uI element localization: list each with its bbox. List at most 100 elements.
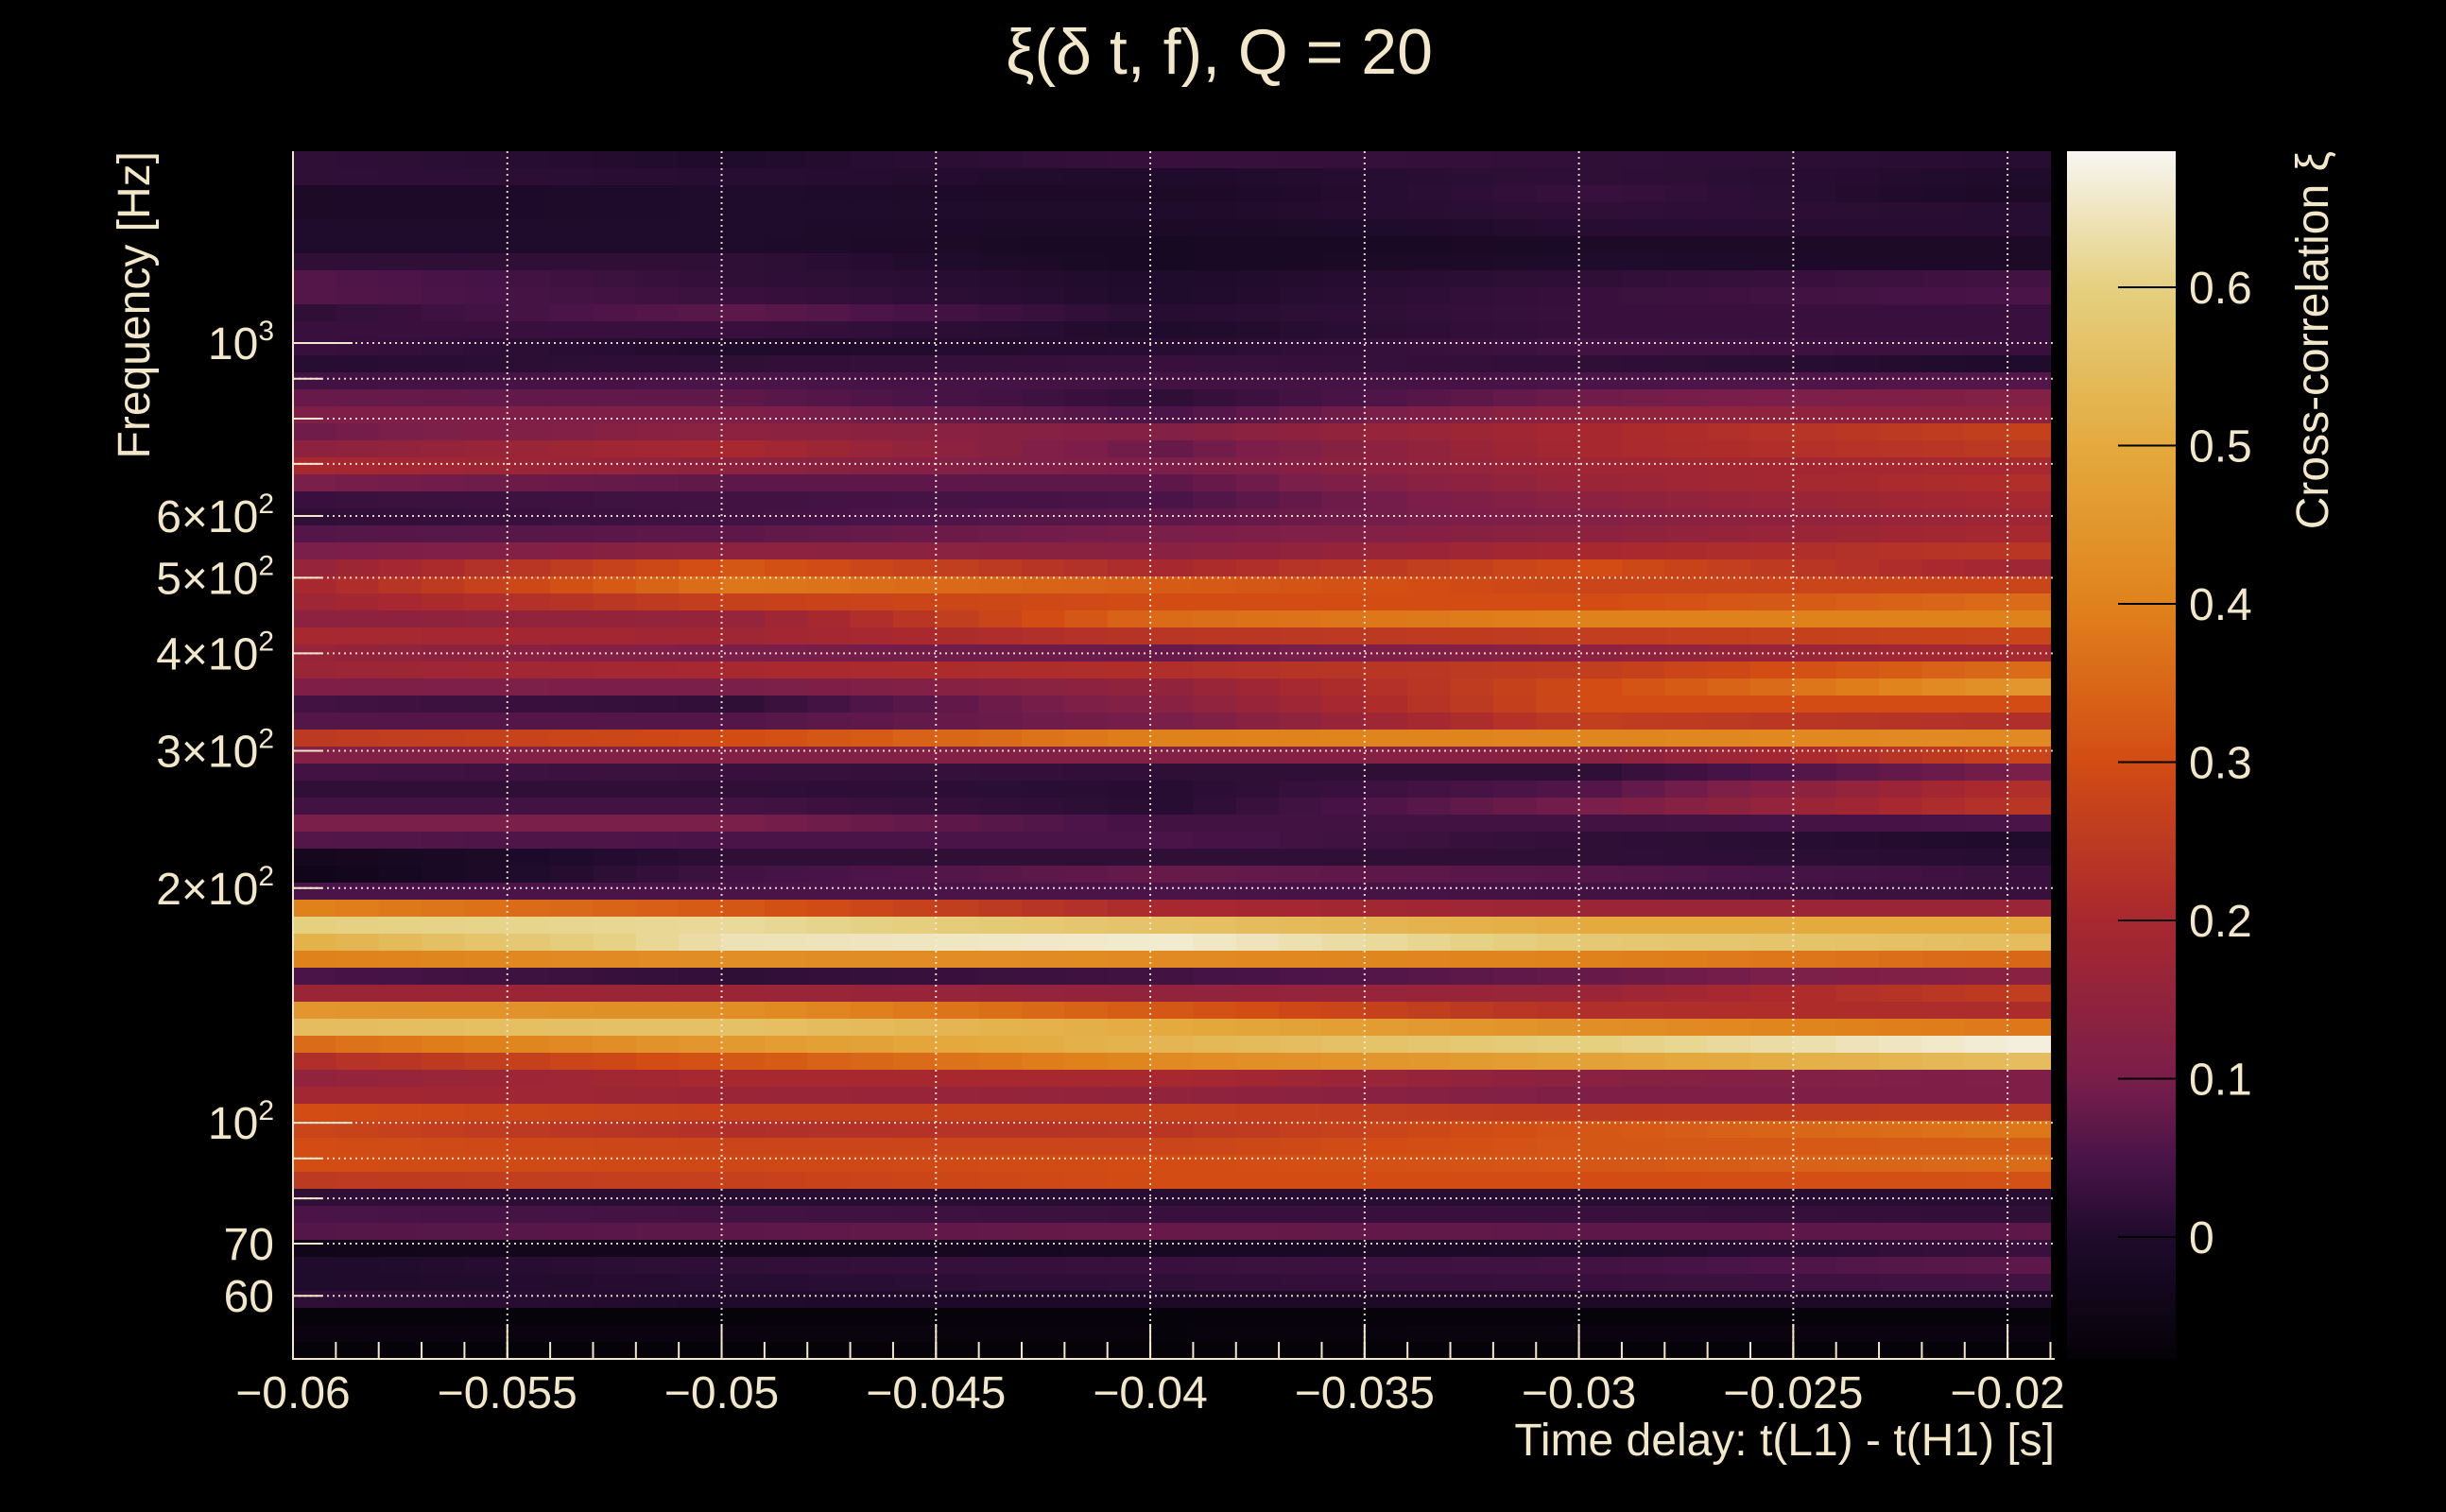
heatmap-cell [978,185,1023,203]
heatmap-cell [1879,1342,1922,1360]
heatmap-cell [378,781,422,799]
heatmap-cell [1492,355,1537,373]
heatmap-cell [1022,406,1065,424]
heatmap-cell [1835,644,1880,662]
heatmap-cell [1621,202,1665,220]
heatmap-cell [593,1274,637,1292]
heatmap-cell [1621,389,1665,407]
heatmap-cell [593,1155,637,1173]
heatmap-cell [336,917,380,935]
heatmap-cell [1707,491,1751,509]
heatmap-cell [807,1206,852,1224]
heatmap-cell [1407,1121,1452,1139]
heatmap-cell [978,900,1023,918]
heatmap-cell [1407,355,1452,373]
heatmap-cell [1150,168,1195,186]
heatmap-cell [2007,1291,2052,1309]
heatmap-cell [464,1206,508,1224]
heatmap-cell [1235,1308,1280,1326]
heatmap-cell [507,985,551,1003]
heatmap-cell [464,985,508,1003]
heatmap-cell [293,219,336,237]
heatmap-cell [1193,355,1237,373]
heatmap-cell [1235,730,1280,747]
heatmap-cell [507,219,551,237]
heatmap-cell [1150,713,1195,730]
heatmap-cell [1150,1138,1195,1156]
heatmap-cell [293,713,336,730]
heatmap-cell [550,389,594,407]
heatmap-cell [978,1087,1023,1105]
heatmap-cell [1364,474,1408,492]
heatmap-cell [1879,304,1922,322]
heatmap-cell [1450,951,1494,969]
heatmap-cell [1450,219,1494,237]
heatmap-cell [764,525,808,543]
heatmap-cell [978,798,1023,816]
heatmap-cell [1193,627,1237,645]
heatmap-cell [1450,440,1494,458]
heatmap-cell [807,815,852,833]
heatmap-cell [1235,662,1280,679]
heatmap-cell [1492,185,1537,203]
heatmap-cell [1022,185,1065,203]
heatmap-cell [593,253,637,271]
heatmap-cell [1964,253,2008,271]
heatmap-cell [850,696,894,713]
heatmap-cell [1107,832,1151,850]
heatmap-cell [679,1121,723,1139]
heatmap-cell [1150,917,1195,935]
heatmap-cell [507,1325,551,1343]
heatmap-cell [1492,1036,1537,1054]
heatmap-cell [978,610,1023,628]
heatmap-cell [1450,1308,1494,1326]
heatmap-cell [1707,508,1751,526]
heatmap-cell [1793,304,1837,322]
heatmap-cell [1022,764,1065,782]
heatmap-cell [1064,423,1109,441]
heatmap-cell [1235,1342,1280,1360]
heatmap-cell [1750,815,1794,833]
heatmap-cell [1235,440,1280,458]
heatmap-cell [1279,372,1323,390]
heatmap-cell [422,287,466,305]
heatmap-cell [1492,644,1537,662]
heatmap-cell [721,1002,766,1020]
heatmap-cell [1150,1342,1195,1360]
heatmap-cell [378,1138,422,1156]
heatmap-cell [1536,1070,1580,1088]
heatmap-cell [1492,304,1537,322]
heatmap-cell [936,253,980,271]
heatmap-cell [1835,1308,1880,1326]
heatmap-cell [1964,508,2008,526]
heatmap-cell [1793,1257,1837,1275]
heatmap-cell [293,508,336,526]
heatmap-cell [1107,1308,1151,1326]
heatmap-cell [1193,1053,1237,1071]
heatmap-cell [507,1291,551,1309]
heatmap-cell [1450,781,1494,799]
heatmap-cell [764,253,808,271]
heatmap-cell [936,815,980,833]
heatmap-cell [936,457,980,475]
heatmap-cell [1793,1002,1837,1020]
heatmap-cell [1835,151,1880,169]
heatmap-cell [721,968,766,986]
heatmap-cell [2007,815,2052,833]
heatmap-cell [764,644,808,662]
heatmap-cell [1407,1325,1452,1343]
heatmap-cell [2007,1138,2052,1156]
heatmap-cell [764,1291,808,1309]
heatmap-cell [1407,764,1452,782]
heatmap-cell [293,1325,336,1343]
heatmap-cell [1879,559,1922,577]
heatmap-cell [1235,1002,1280,1020]
heatmap-cell [1964,679,2008,696]
heatmap-cell [336,423,380,441]
heatmap-cell [1279,1138,1323,1156]
heatmap-cell [807,304,852,322]
heatmap-cell [1578,389,1623,407]
heatmap-cell [1536,593,1580,611]
heatmap-cell [936,1155,980,1173]
heatmap-cell [1407,1138,1452,1156]
